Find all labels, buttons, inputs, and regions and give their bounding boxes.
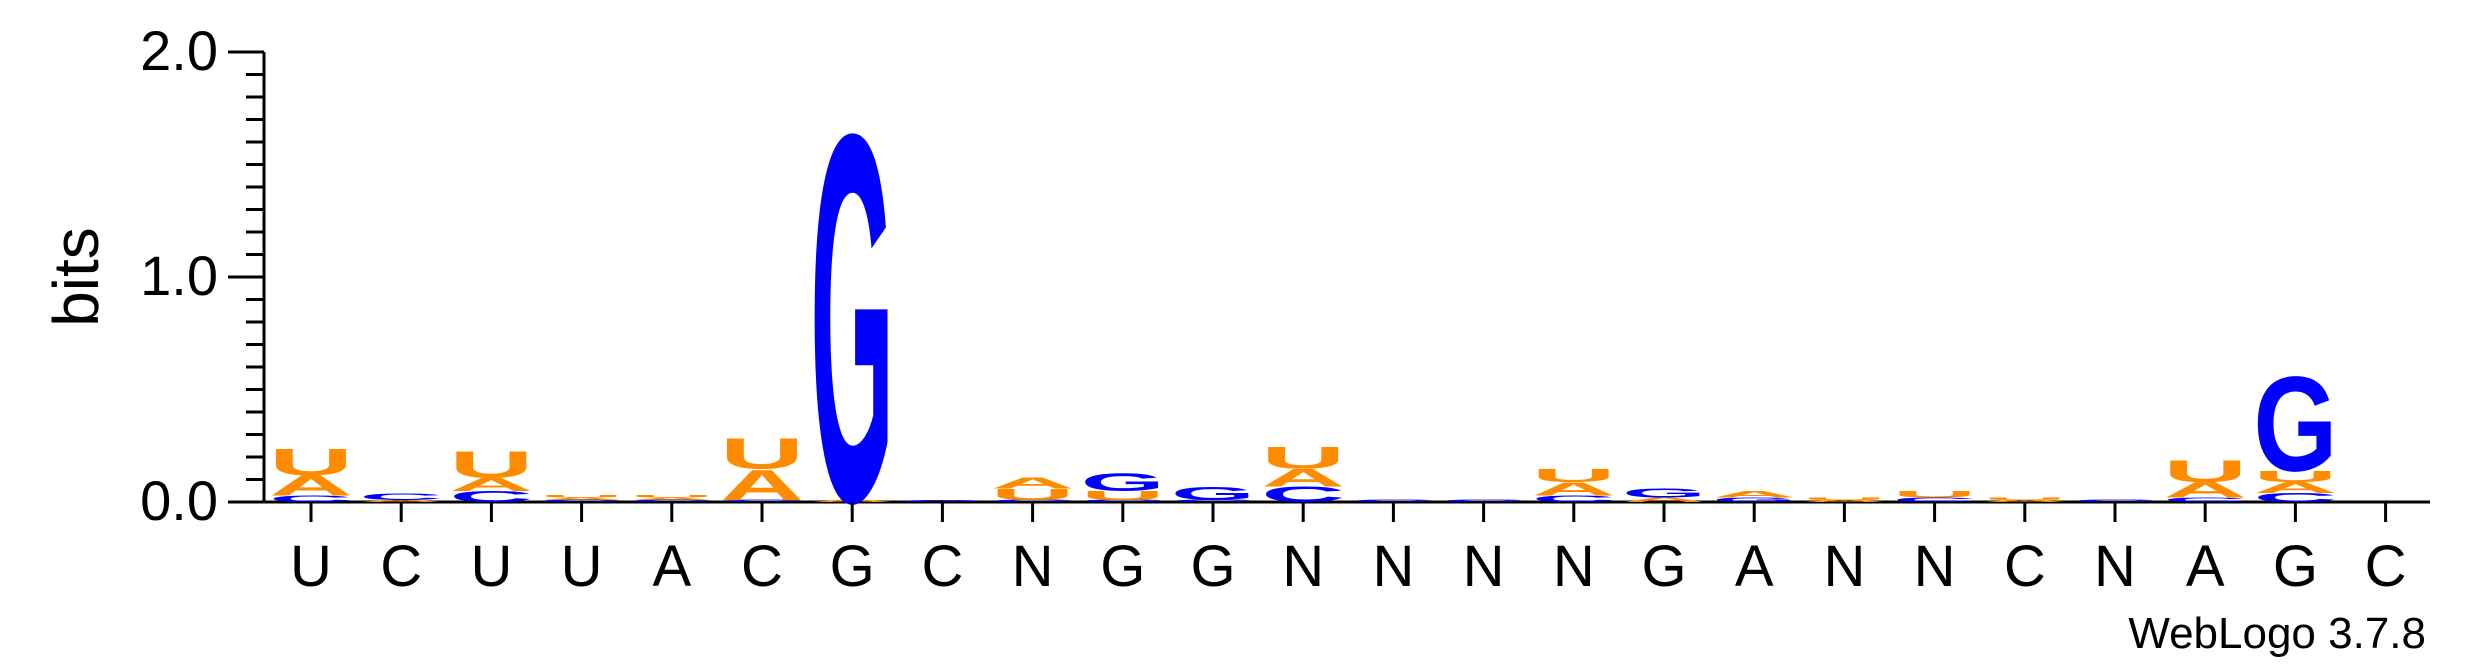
logo-letter-G: G	[900, 499, 984, 502]
logo-letter-A: A	[1712, 489, 1796, 500]
logo-letter-A: A	[1532, 478, 1616, 499]
logo-letter-G: G	[1171, 483, 1255, 504]
x-tick-label: A	[2186, 534, 2225, 599]
logo-letter-C: C	[2073, 499, 2157, 502]
logo-letter-A: A	[1983, 499, 2067, 502]
logo-letter-C: C	[991, 499, 1075, 502]
y-tick-label-0: 0.0	[140, 469, 218, 532]
logo-letter-A: A	[991, 474, 1075, 492]
x-tick-label: N	[1823, 534, 1865, 599]
logo-letter-U: U	[2163, 454, 2247, 489]
weblogo-credit: WebLogo 3.7.8	[2128, 609, 2426, 658]
logo-letter-U: U	[1983, 497, 2067, 500]
x-tick-label: N	[1553, 534, 1595, 599]
logo-letter-U: U	[720, 428, 804, 478]
logo-letter-U: U	[1081, 488, 1165, 502]
y-axis-title: bits	[40, 227, 112, 327]
logo-letter-C: C	[1442, 499, 1526, 502]
logo-letter-C: C	[359, 491, 443, 502]
logo-letter-G: G	[1081, 468, 1165, 496]
logo-letter-A: A	[269, 470, 353, 502]
logo-letter-C: C	[1893, 496, 1977, 503]
logo-letter-U: U	[540, 495, 624, 498]
logo-letter-G: G	[810, 26, 894, 612]
x-tick-label: U	[561, 534, 603, 599]
x-tick-label: C	[741, 534, 783, 599]
logo-letter-U: U	[269, 441, 353, 483]
logo-letter-C: C	[1351, 499, 1435, 502]
x-tick-label: A	[652, 534, 691, 599]
logo-letter-U: U	[2253, 468, 2337, 486]
y-axis: 2.0 1.0 0.0 bits	[40, 19, 266, 532]
logo-letter-U: U	[449, 444, 533, 486]
x-tick-label: C	[2004, 534, 2046, 599]
logo-letter-C: C	[1171, 499, 1255, 502]
logo-letter-C: C	[449, 488, 533, 506]
logo-letter-C: C	[1081, 499, 1165, 502]
logo-letter-C: C	[720, 499, 804, 502]
x-tick-label: C	[2365, 534, 2407, 599]
x-tick-label: G	[2273, 534, 2318, 599]
logo-letter-A: A	[720, 460, 804, 510]
logo-letter-C: C	[2163, 496, 2247, 503]
logo-letter-C: C	[1532, 494, 1616, 505]
logo-letter-A: A	[630, 497, 714, 500]
y-tick-label-1: 1.0	[140, 244, 218, 307]
logo-letter-C: C	[630, 499, 714, 502]
x-tick-label: G	[1100, 534, 1145, 599]
logo-letter-G: G	[1712, 496, 1796, 503]
logo-letter-U: U	[991, 486, 1075, 504]
x-tick-label: G	[1641, 534, 1686, 599]
logo-letter-U: U	[1261, 440, 1345, 475]
x-tick-label: N	[1282, 534, 1324, 599]
logo-letter-U: U	[1802, 497, 1886, 500]
logo-letter-A: A	[359, 499, 443, 502]
logo-letter-A: A	[1261, 464, 1345, 492]
x-tick-label: N	[1012, 534, 1054, 599]
logo-letter-C: C	[2253, 491, 2337, 505]
logo-letter-A: A	[1802, 499, 1886, 502]
x-tick-label: N	[1372, 534, 1414, 599]
logo-letter-A: A	[449, 474, 533, 495]
logo-letter-C: C	[540, 499, 624, 502]
y-tick-label-2: 2.0	[140, 19, 218, 82]
x-tick-label: A	[1735, 534, 1774, 599]
x-tick-label: N	[1463, 534, 1505, 599]
x-tick-label: N	[2094, 534, 2136, 599]
logo-letter-U: U	[630, 495, 714, 498]
logo-letter-C: C	[269, 494, 353, 505]
logo-letter-A: A	[1622, 496, 1706, 503]
x-tick-label: G	[830, 534, 875, 599]
x-tick-label: N	[1914, 534, 1956, 599]
logo-letter-G: G	[1622, 486, 1706, 500]
x-tick-label: C	[921, 534, 963, 599]
x-tick-label: G	[1190, 534, 1235, 599]
x-tick-label: U	[470, 534, 512, 599]
logo-letter-A: A	[540, 497, 624, 500]
x-tick-label: U	[290, 534, 332, 599]
x-tick-label: C	[380, 534, 422, 599]
logo-letter-A: A	[810, 499, 894, 502]
logo-letter-G: G	[2253, 348, 2337, 499]
logo-letter-U: U	[1893, 489, 1977, 500]
logo-letter-A: A	[2163, 478, 2247, 503]
y-minor-ticks	[246, 73, 264, 481]
logo-letter-A: A	[2253, 479, 2337, 497]
logo-letter-U: U	[1532, 465, 1616, 486]
